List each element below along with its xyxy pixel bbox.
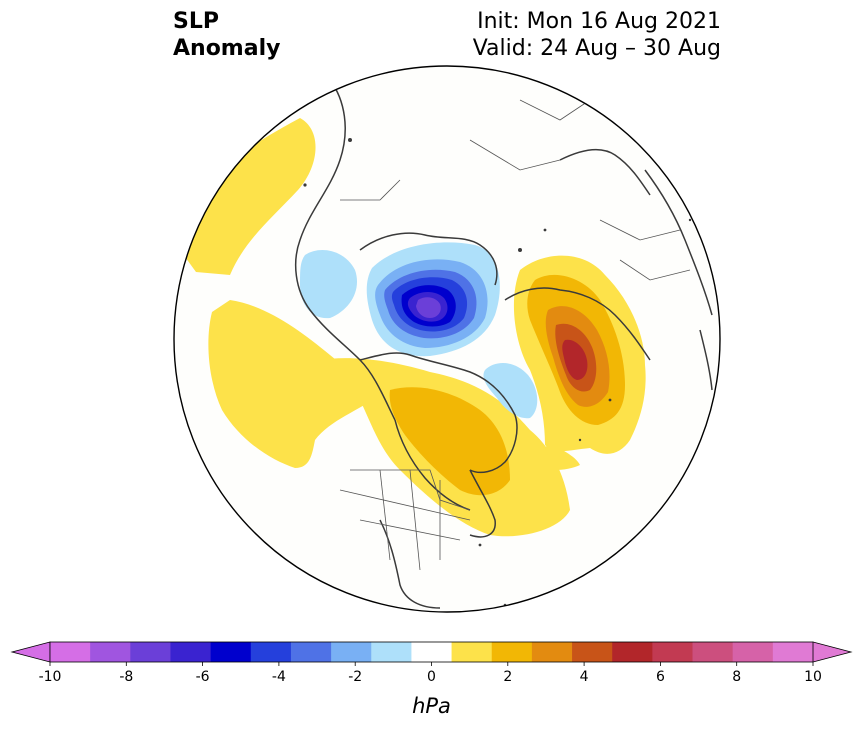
colorbar-tick-label: -2 (348, 669, 362, 685)
colorbar-segment (130, 642, 171, 662)
colorbar-segment (692, 642, 734, 662)
colorbar-tick-label: -6 (196, 669, 210, 685)
colorbar-segment (250, 642, 292, 662)
colorbar-segment (371, 642, 412, 662)
anomaly-low-greenland-sea (366, 242, 500, 357)
colorbar-tick-label: -8 (119, 669, 133, 685)
colorbar-tick-label: 10 (804, 669, 822, 685)
colorbar-segments (10, 641, 853, 663)
anomaly-high-canada (320, 358, 570, 537)
colorbar-segment (170, 642, 212, 662)
colorbar-segment (451, 642, 493, 662)
colorbar-segment (290, 642, 332, 662)
colorbar-tick-label: 8 (732, 669, 741, 685)
colorbar-unit-label: hPa (412, 694, 451, 718)
political-borders (339, 99, 691, 571)
valid-range: Valid: 24 Aug – 30 Aug (472, 36, 721, 61)
colorbar-segment (612, 642, 653, 662)
colorbar-segment (491, 642, 533, 662)
colorbar-extend-low (10, 641, 51, 663)
colorbar-segment (210, 642, 252, 662)
colorbar-segment (572, 642, 613, 662)
colorbar-tick-label: 6 (656, 669, 665, 685)
colorbar-ticks: -10 -8 -6 -4 -2 0 2 4 6 8 10 (39, 662, 822, 685)
anomaly-high-north-pacific (176, 118, 380, 468)
colorbar-tick-label: 2 (503, 669, 512, 685)
coastlines (294, 79, 713, 609)
colorbar: -10 -8 -6 -4 -2 0 2 4 6 8 10 (10, 641, 853, 685)
colorbar-tick-label: -4 (272, 669, 286, 685)
colorbar-segment (50, 642, 91, 662)
title-subfield: Anomaly (173, 36, 281, 61)
colorbar-segment (732, 642, 774, 662)
anomaly-high-europe-connector (540, 440, 580, 471)
colorbar-segment (411, 642, 452, 662)
anomaly-low-alaska (300, 250, 358, 319)
colorbar-extend-high (812, 641, 853, 663)
colorbar-segment (90, 642, 131, 662)
map-boundary (173, 65, 721, 613)
init-date: Init: Mon 16 Aug 2021 (477, 9, 721, 34)
colorbar-segment (652, 642, 693, 662)
colorbar-tick-label: -10 (39, 669, 62, 685)
title-left: SLP Anomaly (173, 8, 280, 62)
colorbar-tick-label: 0 (427, 669, 436, 685)
colorbar-segment (772, 642, 814, 662)
anomaly-low-hudson-bay (483, 363, 538, 419)
title-right: Init: Mon 16 Aug 2021 Valid: 24 Aug – 30… (473, 8, 721, 62)
anomaly-high-siberia (513, 255, 646, 454)
title-field: SLP (173, 9, 219, 34)
colorbar-tick-label: 4 (580, 669, 589, 685)
colorbar-segment (331, 642, 372, 662)
polar-map (173, 65, 721, 613)
colorbar-segment (531, 642, 573, 662)
